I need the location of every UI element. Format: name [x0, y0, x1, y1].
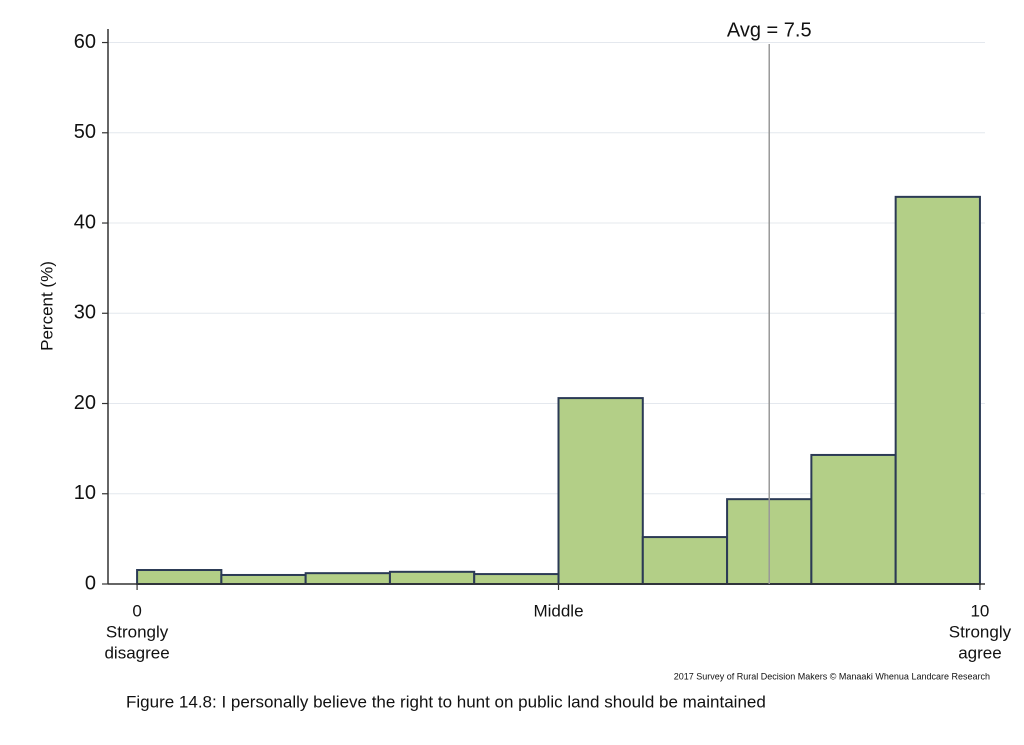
- x-tick-label: Middle: [533, 601, 583, 620]
- bar: [894, 195, 981, 585]
- bar: [304, 572, 391, 585]
- x-end-label: agree: [958, 643, 1001, 662]
- source-note: 2017 Survey of Rural Decision Makers © M…: [674, 671, 990, 681]
- bar: [810, 453, 897, 586]
- bar: [641, 536, 729, 586]
- y-tick-label: 60: [74, 31, 96, 53]
- y-tick-label: 40: [74, 211, 96, 233]
- y-tick-label: 10: [74, 482, 96, 504]
- y-tick-label: 20: [74, 392, 96, 414]
- x-tick-label: 0: [132, 601, 141, 620]
- caption: Figure 14.8: I personally believe the ri…: [126, 692, 766, 711]
- y-tick-label: 30: [74, 302, 96, 324]
- bar: [388, 570, 476, 586]
- bar: [220, 573, 307, 585]
- y-tick-label: 0: [85, 572, 96, 594]
- average-label: Avg = 7.5: [727, 19, 812, 41]
- y-tick-label: 50: [74, 121, 96, 143]
- x-end-label: Strongly: [949, 622, 1012, 641]
- x-end-label: disagree: [104, 643, 169, 662]
- x-tick-label: 10: [970, 601, 989, 620]
- bar: [473, 573, 560, 586]
- bar: [557, 397, 644, 585]
- bar: [136, 569, 223, 586]
- x-end-label: Strongly: [106, 622, 169, 641]
- y-axis-label: Percent (%): [37, 261, 56, 351]
